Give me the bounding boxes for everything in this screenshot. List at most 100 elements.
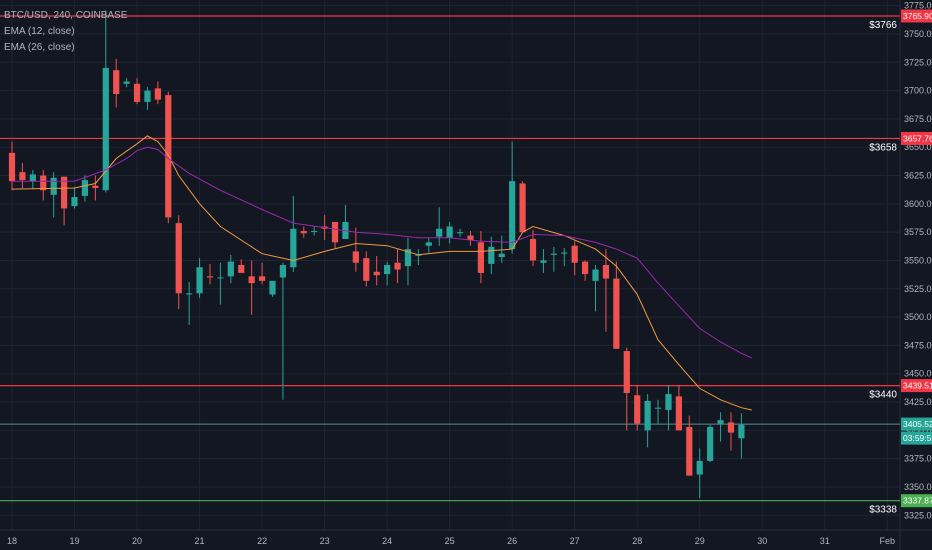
level-badge: 3765.90: [903, 11, 932, 21]
candle-body: [529, 238, 537, 261]
price-badges: 3765.90 3657.76 3439.51 3337.87 3405.52 03:59…: [901, 9, 932, 508]
time-tick-label: 23: [320, 536, 330, 546]
candle-body: [29, 174, 36, 182]
candle-body: [561, 252, 568, 254]
price-tick-label: 3725.00: [904, 57, 932, 67]
candle-body: [165, 95, 172, 218]
ema12-label[interactable]: EMA (12, close): [4, 26, 75, 37]
current-price-badge: 3405.52: [903, 419, 932, 429]
level-badge-bg: [901, 131, 932, 145]
level-label: $3766: [869, 20, 897, 31]
time-tick-label: 18: [7, 536, 17, 546]
candle-body: [154, 88, 161, 100]
time-tick-label: 22: [257, 536, 267, 546]
candle-body: [81, 180, 89, 196]
candle-body: [290, 228, 297, 268]
price-tick-label: 3700.00: [904, 86, 932, 96]
candle-body: [8, 152, 16, 182]
candle-body: [300, 231, 307, 234]
time-tick-label: 19: [70, 536, 80, 546]
candle-body: [623, 351, 630, 393]
candle-body: [186, 293, 193, 295]
time-tick-label: 31: [820, 536, 830, 546]
candle-body: [238, 265, 245, 273]
candle-body: [519, 183, 526, 233]
level-badge: 3439.51: [903, 381, 932, 391]
price-tick-label: 3425.00: [904, 397, 932, 407]
symbol-label[interactable]: BTC/USD, 240, COINBASE: [4, 10, 128, 21]
candle-body: [61, 176, 68, 209]
price-tick-label: 3325.00: [904, 510, 932, 520]
candle-body: [19, 172, 26, 181]
ema26-label[interactable]: EMA (26, close): [4, 42, 75, 53]
time-tick-label: 29: [695, 536, 705, 546]
candle-body: [206, 276, 214, 278]
candle-body: [373, 271, 380, 276]
candle-body: [582, 261, 589, 275]
candle-body: [727, 422, 735, 433]
candle-body: [269, 280, 276, 295]
candle-body: [71, 197, 78, 207]
chart-legend: BTC/USD, 240, COINBASE EMA (12, close) E…: [4, 8, 127, 56]
candle-body: [509, 181, 516, 250]
price-tick-label: 3350.00: [904, 482, 932, 492]
current-price-badge-bg: [901, 417, 932, 431]
candle-body: [456, 232, 464, 234]
level-label: $3440: [869, 390, 897, 401]
candle-body: [311, 231, 318, 233]
candle-body: [144, 90, 151, 102]
candle-body: [217, 277, 224, 279]
time-tick-label: 20: [132, 536, 142, 546]
price-tick-label: 3675.00: [904, 114, 932, 124]
level-badge-bg: [901, 9, 932, 23]
candle-body: [592, 269, 599, 281]
time-tick-label: 30: [757, 536, 767, 546]
candle-body: [425, 242, 432, 246]
price-tick-label: 3775.00: [904, 1, 932, 11]
candle-body: [696, 460, 703, 475]
candle-body: [717, 420, 724, 424]
time-tick-label: 25: [445, 536, 455, 546]
candle-body: [133, 83, 141, 102]
candle-body: [123, 81, 130, 84]
candle-body: [550, 253, 557, 255]
candle-body: [467, 235, 474, 241]
candle-body: [227, 261, 234, 277]
candle-countdown-badge-bg: [901, 431, 932, 445]
candle-body: [446, 226, 453, 238]
candle-body: [602, 265, 610, 279]
time-tick-label: 28: [632, 536, 642, 546]
level-badge: 3337.87: [903, 496, 932, 506]
level-badge: 3657.76: [903, 133, 932, 143]
candle-body: [258, 276, 266, 281]
candle-body: [279, 265, 287, 278]
time-tick-label: 27: [570, 536, 580, 546]
level-label: $3658: [869, 142, 897, 153]
candle-body: [644, 400, 651, 431]
price-tick-label: 3450.00: [904, 369, 932, 379]
price-tick-label: 3750.00: [904, 29, 932, 39]
candle-body: [113, 70, 120, 94]
candle-body: [415, 254, 422, 256]
candle-body: [404, 249, 412, 267]
candle-countdown-badge: 03:59:58: [903, 433, 932, 443]
ema-lines: [11, 135, 753, 411]
candle-body: [394, 262, 401, 270]
candle-body: [436, 228, 443, 237]
level-badge-bg: [901, 494, 932, 508]
level-badge-bg: [901, 379, 932, 393]
candle-body: [654, 407, 662, 409]
candle-body: [50, 177, 57, 195]
price-axis[interactable]: 3325.003350.003375.003400.003425.003450.…: [904, 1, 932, 521]
candle-body: [92, 185, 99, 188]
candle-body: [665, 394, 672, 410]
candle-body: [384, 265, 391, 275]
time-axis[interactable]: 18 19 20 21 22 23 24 25 26 27 28 29 30 31 Feb: [7, 536, 895, 546]
ema12-line: [11, 135, 752, 411]
price-tick-label: 3575.00: [904, 227, 932, 237]
candle-body: [675, 396, 682, 431]
candles: [8, 10, 745, 499]
